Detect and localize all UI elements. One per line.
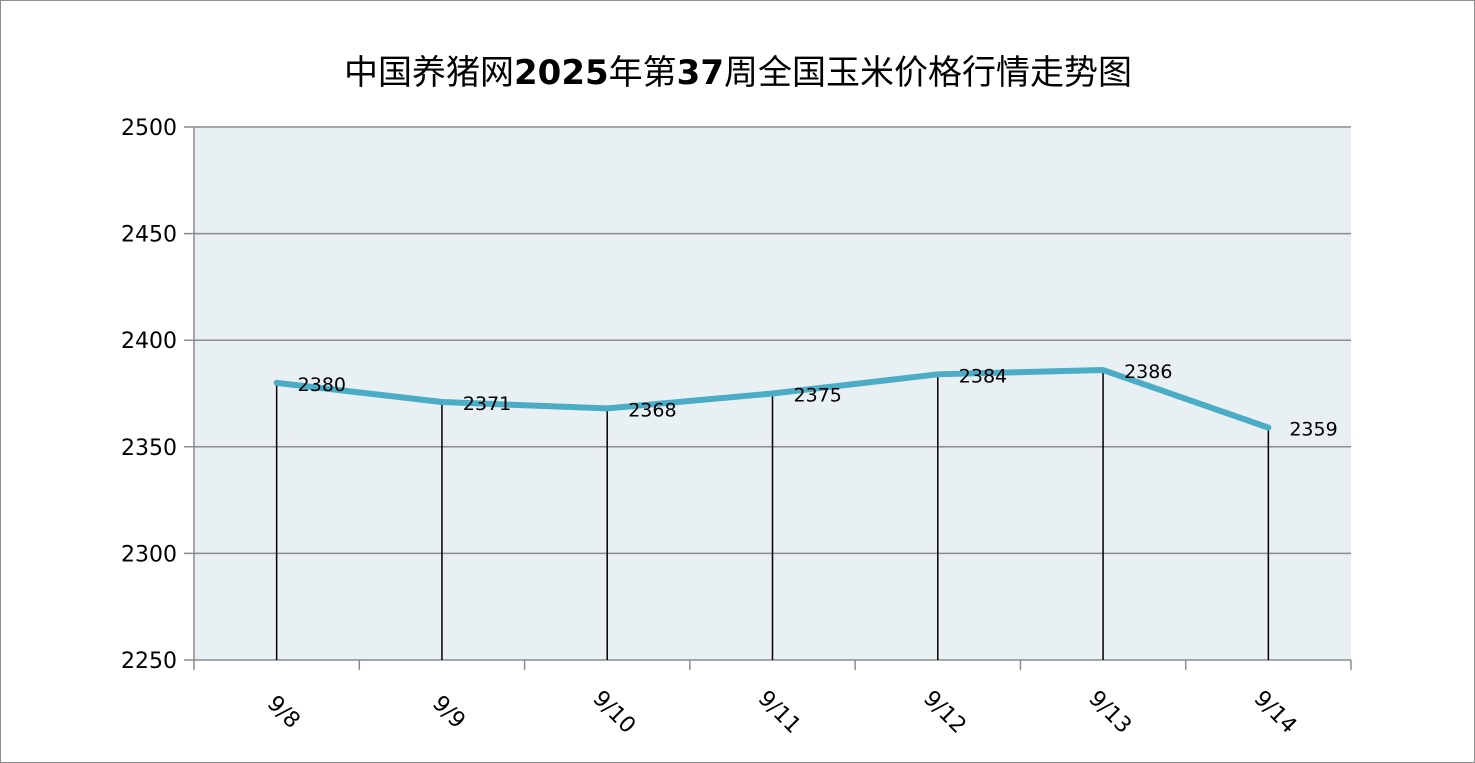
data-label: 2380 <box>298 374 346 396</box>
y-tick-label: 2250 <box>121 649 177 674</box>
data-label: 2359 <box>1289 419 1337 441</box>
data-label: 2368 <box>628 399 676 421</box>
y-tick-label: 2450 <box>121 223 177 248</box>
data-label: 2386 <box>1124 361 1172 383</box>
x-tick-label: 9/10 <box>588 686 641 739</box>
chart-title-part: 2025 <box>514 53 609 93</box>
chart-title: 中国养猪网2025年第37周全国玉米价格行情走势图 <box>0 45 1475 94</box>
x-tick-label: 9/9 <box>427 691 470 734</box>
data-label: 2384 <box>959 365 1007 387</box>
chart-title-part: 年第 <box>608 53 677 93</box>
x-tick-label: 9/13 <box>1083 686 1136 739</box>
y-tick-label: 2300 <box>121 542 177 567</box>
data-label: 2375 <box>794 385 842 407</box>
x-tick-label: 9/14 <box>1249 686 1302 739</box>
y-tick-label: 2350 <box>121 436 177 461</box>
chart-title-part: 37 <box>676 53 724 93</box>
chart-title-part: 中国养猪网 <box>344 53 515 93</box>
x-tick-label: 9/8 <box>262 691 305 734</box>
x-tick-label: 9/11 <box>753 686 806 739</box>
series-line <box>273 367 1272 431</box>
data-label: 2371 <box>463 393 511 415</box>
chart-title-part: 周全国玉米价格行情走势图 <box>723 53 1132 93</box>
y-tick-label: 2500 <box>121 116 177 141</box>
y-tick-label: 2400 <box>121 329 177 354</box>
x-tick-label: 9/12 <box>918 686 971 739</box>
